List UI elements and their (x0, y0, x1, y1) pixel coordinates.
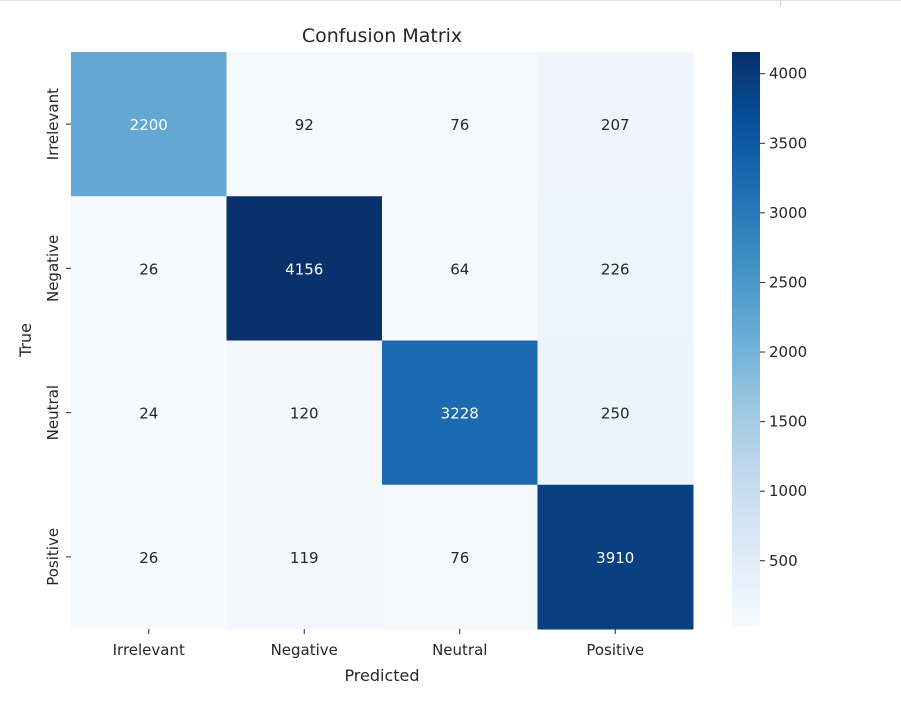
heatmap-cell (382, 196, 538, 341)
cell-value-label: 119 (290, 549, 319, 567)
heatmap-cell (537, 52, 694, 197)
cell-value-label: 4156 (285, 260, 323, 278)
cell-value-label: 76 (450, 116, 469, 134)
y-tick-label: Positive (44, 528, 62, 586)
colorbar-tick-label: 500 (769, 552, 798, 570)
heatmap-cells (71, 52, 694, 630)
cell-value-label: 120 (290, 405, 319, 423)
colorbar-tick-label: 2500 (769, 273, 807, 291)
top-border-tick (780, 0, 781, 6)
y-tick-label: Irrelevant (44, 88, 62, 160)
cell-value-label: 226 (601, 260, 630, 278)
heatmap-cell (226, 484, 383, 630)
cell-value-label: 250 (601, 405, 630, 423)
top-border-line (0, 0, 901, 1)
colorbar-tick-label: 3000 (769, 204, 807, 222)
colorbar (732, 52, 760, 627)
colorbar-tick-label: 2000 (769, 343, 807, 361)
heatmap-cell (71, 484, 227, 630)
x-tick-label: Positive (586, 641, 644, 659)
heatmap-cell (71, 52, 227, 197)
x-tick-label: Negative (271, 641, 338, 659)
colorbar-ticks: 500 1000 1500 2000 2500 3000 3500 4000 (760, 65, 807, 570)
cell-value-label: 24 (139, 405, 158, 423)
x-axis-label: Predicted (344, 666, 419, 685)
cell-value-label: 3910 (596, 549, 634, 567)
heatmap-cell (226, 196, 383, 341)
y-tick-label: Negative (44, 235, 62, 302)
y-axis-label: True (16, 323, 35, 358)
y-tick-label: Neutral (44, 385, 62, 440)
heatmap-cell-labels: 2200 92 76 207 26 4156 64 226 24 120 3228 250 26 119 7… (130, 116, 635, 567)
cell-value-label: 2200 (130, 116, 168, 134)
cell-value-label: 92 (295, 116, 314, 134)
cell-value-label: 76 (450, 549, 469, 567)
colorbar-tick-label: 3500 (769, 134, 807, 152)
heatmap-cell (382, 484, 538, 630)
heatmap-cell (226, 52, 383, 197)
colorbar-tick-label: 1000 (769, 482, 807, 500)
cell-value-label: 26 (139, 260, 158, 278)
heatmap-cell (71, 196, 227, 341)
cell-value-label: 64 (450, 260, 469, 278)
heatmap-cell (537, 340, 694, 486)
cell-value-label: 26 (139, 549, 158, 567)
cell-value-label: 207 (601, 116, 630, 134)
chart-title: Confusion Matrix (302, 25, 462, 47)
heatmap-cell (537, 196, 694, 341)
heatmap-cell (537, 484, 694, 630)
colorbar-tick-label: 4000 (769, 65, 807, 83)
heatmap-cell (71, 340, 227, 486)
heatmap-cell (226, 340, 383, 486)
heatmap-cell (382, 52, 538, 197)
cell-value-label: 3228 (441, 405, 479, 423)
x-tick-label: Irrelevant (113, 641, 185, 659)
x-axis-ticks: Irrelevant Negative Neutral Positive (113, 629, 644, 659)
x-tick-label: Neutral (432, 641, 487, 659)
y-axis-ticks: Irrelevant Negative Neutral Positive (44, 88, 71, 586)
colorbar-tick-label: 1500 (769, 413, 807, 431)
heatmap-cell (382, 340, 538, 486)
